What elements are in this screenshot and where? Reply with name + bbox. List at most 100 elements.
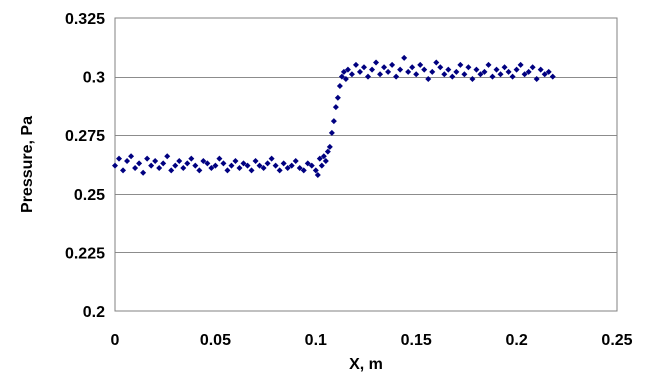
data-point xyxy=(429,68,436,75)
data-point xyxy=(184,160,191,167)
x-tick-label: 0.2 xyxy=(505,332,527,349)
data-point xyxy=(168,167,175,174)
data-point xyxy=(501,64,508,71)
data-point xyxy=(332,104,339,111)
x-tick-label: 0.15 xyxy=(401,332,432,349)
data-point xyxy=(449,73,456,80)
data-point xyxy=(445,66,452,73)
data-point xyxy=(517,61,524,68)
y-tick-label: 0.2 xyxy=(83,304,105,321)
data-point xyxy=(164,153,171,160)
data-point xyxy=(369,66,376,73)
data-point xyxy=(152,157,159,164)
data-point xyxy=(216,155,223,162)
data-point xyxy=(176,157,183,164)
data-point xyxy=(248,167,255,174)
x-axis-title: X, m xyxy=(349,356,383,373)
data-point xyxy=(461,71,468,78)
y-tick-label: 0.3 xyxy=(83,70,105,87)
data-point xyxy=(324,148,331,155)
data-point xyxy=(541,71,548,78)
data-point xyxy=(344,66,351,73)
data-point xyxy=(208,165,215,172)
data-point xyxy=(469,75,476,82)
data-point xyxy=(360,64,367,71)
data-point xyxy=(260,165,267,172)
data-point xyxy=(268,155,275,162)
data-point xyxy=(128,153,135,160)
y-tick-label: 0.25 xyxy=(74,187,105,204)
y-tick-label: 0.275 xyxy=(65,128,105,145)
data-point xyxy=(224,167,231,174)
data-point xyxy=(240,160,247,167)
data-point xyxy=(433,59,440,66)
data-point xyxy=(505,68,512,75)
data-point xyxy=(489,73,496,80)
data-point xyxy=(236,165,243,172)
data-point xyxy=(144,155,151,162)
data-point xyxy=(477,71,484,78)
data-point xyxy=(401,54,408,61)
data-point xyxy=(385,68,392,75)
data-point xyxy=(549,73,556,80)
data-point xyxy=(330,118,337,125)
data-point xyxy=(200,157,207,164)
data-point xyxy=(308,162,315,169)
data-point xyxy=(124,157,131,164)
data-point xyxy=(421,66,428,73)
data-point xyxy=(328,129,335,136)
data-point xyxy=(453,68,460,75)
data-point xyxy=(417,61,424,68)
data-point xyxy=(288,162,295,169)
x-axis-tick-labels: 0 0.05 0.1 0.15 0.2 0.25 xyxy=(111,332,633,349)
data-point xyxy=(148,162,155,169)
plot-area-frame xyxy=(114,17,618,312)
data-point xyxy=(485,61,492,68)
data-point xyxy=(509,73,516,80)
data-point xyxy=(413,71,420,78)
data-point xyxy=(300,167,307,174)
y-tick-label: 0.325 xyxy=(65,11,105,28)
data-point xyxy=(244,162,251,169)
data-point xyxy=(284,165,291,172)
data-point xyxy=(389,61,396,68)
data-point xyxy=(457,61,464,68)
x-tick-label: 0.1 xyxy=(305,332,327,349)
x-tick-label: 0.05 xyxy=(200,332,231,349)
data-point xyxy=(320,153,327,160)
data-point xyxy=(340,68,347,75)
data-point xyxy=(160,160,167,167)
data-point xyxy=(156,165,163,172)
data-point xyxy=(397,66,404,73)
data-point xyxy=(425,75,432,82)
data-point xyxy=(322,157,329,164)
data-point xyxy=(140,169,147,176)
data-point xyxy=(318,162,325,169)
data-point xyxy=(365,73,372,80)
data-point xyxy=(316,155,323,162)
x-tick-label: 0.25 xyxy=(601,332,632,349)
data-point xyxy=(172,162,179,169)
data-point xyxy=(342,75,349,82)
data-point xyxy=(314,172,321,179)
data-point xyxy=(356,68,363,75)
data-point xyxy=(352,61,359,68)
data-point xyxy=(196,167,203,174)
y-axis-tick-labels: 0.2 0.225 0.25 0.275 0.3 0.325 xyxy=(65,11,105,321)
data-point xyxy=(192,162,199,169)
data-point xyxy=(497,71,504,78)
data-point xyxy=(204,160,211,167)
data-point xyxy=(533,75,540,82)
data-point xyxy=(373,59,380,66)
data-point xyxy=(409,64,416,71)
data-point xyxy=(405,68,412,75)
data-point xyxy=(393,73,400,80)
data-point xyxy=(188,155,195,162)
data-point xyxy=(529,64,536,71)
data-point xyxy=(220,160,227,167)
data-points xyxy=(112,54,556,179)
data-point xyxy=(336,82,343,89)
data-point xyxy=(276,167,283,174)
